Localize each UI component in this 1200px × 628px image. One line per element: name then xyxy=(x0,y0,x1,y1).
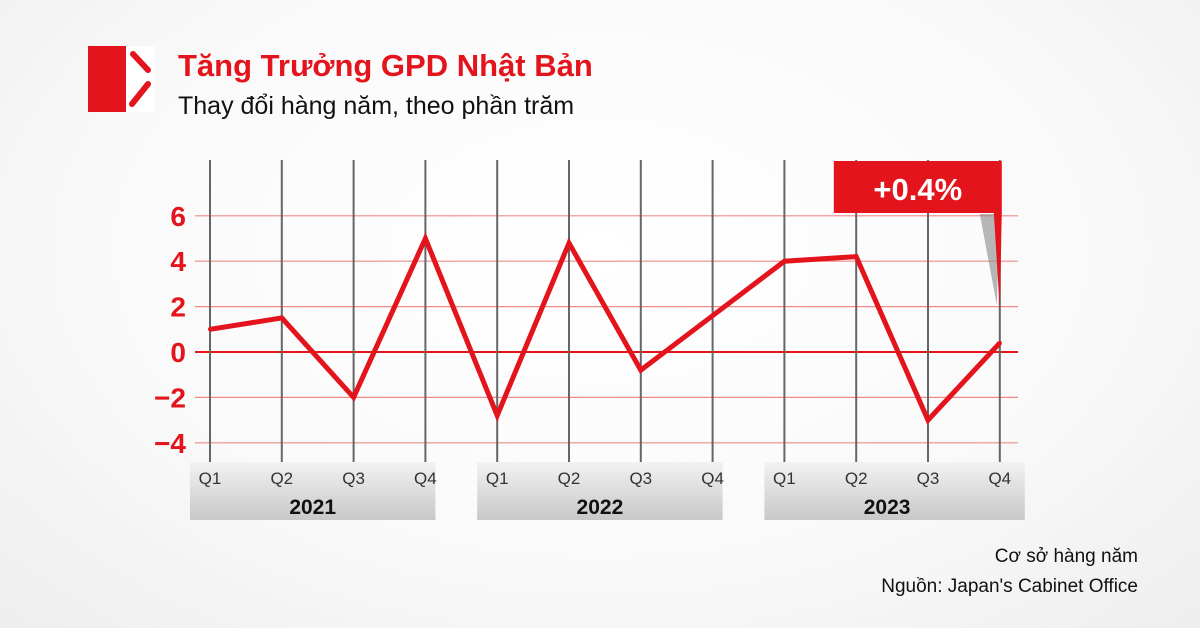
chart-title: Tăng Trưởng GPD Nhật Bản xyxy=(178,48,593,83)
year-label: 2021 xyxy=(289,496,336,519)
series-line xyxy=(209,232,1002,425)
x-tick-label: Q4 xyxy=(701,469,724,488)
annotation-label: +0.4% xyxy=(873,172,962,207)
annotation-box xyxy=(833,161,1002,213)
x-tick-label: Q3 xyxy=(629,469,652,488)
data-point xyxy=(208,327,212,332)
data-point xyxy=(495,413,500,418)
data-point xyxy=(638,368,643,373)
x-tick-label: Q4 xyxy=(988,469,1011,488)
x-tick-label: Q2 xyxy=(558,469,581,488)
source-note: Nguồn: Japan's Cabinet Office xyxy=(881,576,1138,597)
year-label: 2022 xyxy=(577,496,624,519)
data-point xyxy=(351,395,356,400)
year-label: 2023 xyxy=(864,496,911,519)
data-point xyxy=(423,236,428,241)
chart-subtitle: Thay đổi hàng năm, theo phần trăm xyxy=(178,92,575,120)
x-tick-label: Q1 xyxy=(773,469,796,488)
year-band xyxy=(764,462,1025,520)
brand-logo-icon xyxy=(88,46,154,112)
year-band xyxy=(190,462,436,520)
y-tick-label: 4 xyxy=(170,246,186,277)
x-tick-label: Q2 xyxy=(845,469,868,488)
data-point xyxy=(710,313,715,318)
data-point xyxy=(279,315,284,320)
x-tick-label: Q2 xyxy=(270,469,293,488)
x-tick-label: Q1 xyxy=(486,469,509,488)
x-tick-label: Q4 xyxy=(414,469,437,488)
basis-note: Cơ sở hàng năm xyxy=(994,546,1138,567)
data-point xyxy=(854,254,859,259)
x-tick-label: Q3 xyxy=(342,469,365,488)
data-point xyxy=(567,241,571,246)
x-tick-label: Q3 xyxy=(917,469,940,488)
year-band xyxy=(477,462,723,520)
y-tick-label: −2 xyxy=(154,382,186,413)
callout-pointer xyxy=(993,212,1002,310)
y-tick-label: 0 xyxy=(170,337,186,368)
x-tick-label: Q1 xyxy=(199,469,222,488)
y-tick-label: 6 xyxy=(170,201,186,232)
callout-shadow xyxy=(979,214,1000,305)
data-point xyxy=(782,259,787,264)
data-point xyxy=(997,340,1002,345)
y-tick-label: −4 xyxy=(154,428,186,459)
y-tick-label: 2 xyxy=(170,292,186,323)
data-point xyxy=(926,418,930,423)
